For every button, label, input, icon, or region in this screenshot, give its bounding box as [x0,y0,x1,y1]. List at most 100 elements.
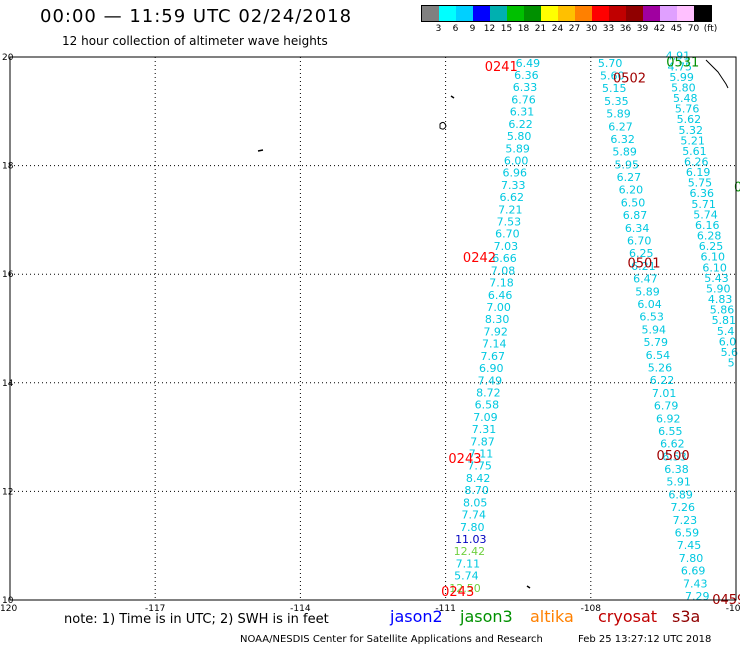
legend-swatch [473,6,490,21]
axis-tick-labels: -120 -117 -114 -111 -108 -105 10 12 14 16 18 20 [0,53,740,614]
pass-time-label: 0531 [666,55,699,70]
wave-height-value: 4.75 [668,60,693,73]
wave-height-value: 6.36 [514,69,539,82]
wave-height-value: 5.89 [505,142,530,155]
wave-height-value: 6.22 [508,118,533,131]
legend-label: 39 [636,24,649,34]
wave-height-value: 6.92 [656,412,681,425]
wave-height-value: 6.47 [633,273,658,286]
wave-height-value: 5.21 [680,134,705,147]
legend-swatch [643,6,660,21]
wave-height-value: 6.55 [658,425,683,438]
wave-height-value: 8.72 [476,386,501,399]
wave-height-value: 6.50 [621,196,646,209]
wave-height-value: 5.75 [688,177,713,190]
pass-time-label: 0501 [627,256,660,271]
legend-swatch [609,6,626,21]
wave-height-value: 5.94 [641,323,666,336]
x-tick-label: -117 [145,604,165,614]
plot-frame [9,56,737,601]
x-tick-label: -105 [726,604,740,614]
wave-height-value: 7.45 [677,539,702,552]
track-values: 6.496.366.336.766.316.225.805.896.006.96… [449,50,738,603]
legend-swatch [575,6,592,21]
satellite-altika: altika [530,607,574,626]
pass-time-label: 0241 [485,60,518,75]
wave-height-value: 5.15 [602,82,627,95]
wave-height-value: 6.59 [675,527,700,540]
wave-height-value: 8.05 [463,496,488,509]
wave-height-value: 5.89 [612,146,637,159]
wave-height-value: 6.34 [625,222,650,235]
x-tick-label: -120 [0,604,17,614]
pass-time-label: 0242 [463,251,496,266]
satellite-jason2: jason2 [390,607,443,626]
wave-height-value: 5.86 [710,304,735,317]
wave-height-value: 4.83 [708,293,733,306]
y-tick-label: 20 [2,53,14,63]
coastline [257,59,729,589]
wave-height-value: 5.62 [677,113,702,126]
grid [10,57,736,600]
wave-height-value: 7.23 [673,514,698,527]
legend-label: 36 [619,24,632,34]
wave-height-value: 5.81 [712,314,737,327]
wave-height-value: 5.90 [706,282,731,295]
wave-height-value: 6.04 [637,298,662,311]
wave-height-value: 8.70 [464,484,489,497]
satellite-cryosat: cryosat [598,607,658,626]
wave-height-value: 7.11 [456,557,481,570]
wave-height-value: 7.87 [470,435,495,448]
wave-height-value: 6.62 [500,191,525,204]
wave-height-value: 7.33 [501,179,526,192]
legend-label: 42 [653,24,666,34]
legend-color-bar [421,5,712,22]
legend-label: 6 [452,24,459,34]
wave-height-value: 6.79 [654,400,679,413]
wave-height-value: 6.69 [681,565,706,578]
y-tick-label: 18 [2,162,14,172]
wave-height-value: 5.74 [693,208,718,221]
wave-height-value: 12.42 [454,545,486,558]
chart-subtitle: 12 hour collection of altimeter wave hei… [62,34,328,48]
legend-swatch [660,6,677,21]
wave-height-value: 6.76 [511,93,536,106]
legend-swatch [490,6,507,21]
wave-height-value: 7.80 [679,552,704,565]
time-labels: 0241050205310532024205010243050002430459 [441,55,740,608]
satellite-s3a: s3a [672,607,701,626]
wave-height-value: 7.08 [491,264,516,277]
pass-time-label: 0243 [448,452,481,467]
x-tick-label: -111 [435,604,455,614]
wave-height-value: 7.00 [486,301,511,314]
wave-height-value: 7.11 [469,448,494,461]
pass-time-label: 0502 [613,72,646,87]
wave-height-value: 7.31 [472,423,497,436]
wave-height-value: 6.58 [475,399,500,412]
wave-height-value: 5.91 [666,476,691,489]
wave-height-value: 6.33 [513,81,538,94]
wave-height-value: 6.16 [695,219,720,232]
wave-height-value: 6.46 [488,289,513,302]
legend-label: 33 [602,24,615,34]
wave-height-value: 7.14 [482,338,507,351]
legend-swatch [541,6,558,21]
legend-label: 27 [568,24,581,34]
wave-height-value: 5.71 [691,198,716,211]
legend-label: 12 [483,24,496,34]
legend-label: 3 [435,24,442,34]
wave-height-value: 5.32 [679,124,704,137]
wave-height-value: 8.42 [466,472,491,485]
wave-height-value: 6.70 [495,228,520,241]
generated-timestamp: Feb 25 13:27:12 UTC 2018 [578,634,712,645]
legend-swatch [439,6,456,21]
legend-swatch [677,6,694,21]
wave-height-value: 5.70 [598,57,623,70]
legend-swatch [507,6,524,21]
wave-height-value: 7.92 [483,325,508,338]
wave-height-value: 6.38 [664,463,689,476]
satellite-jason3: jason3 [460,607,513,626]
legend-swatch [422,6,439,21]
legend-label: 24 [551,24,564,34]
